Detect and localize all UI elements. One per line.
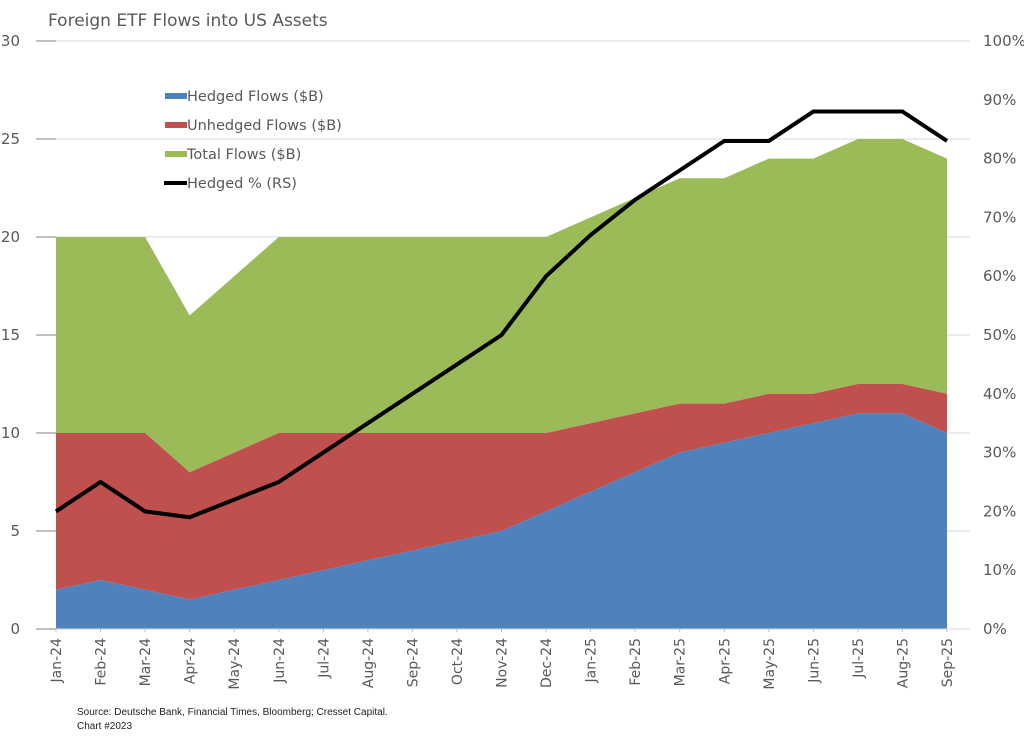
- x-tick-label: Jul-24: [316, 638, 332, 679]
- x-tick-label: Apr-25: [717, 638, 733, 684]
- legend-item-hedged: Hedged Flows ($B): [165, 89, 324, 105]
- y2-tick-label: 80%: [983, 150, 1016, 168]
- x-tick-label: Jan-25: [584, 638, 600, 683]
- chart-title: Foreign ETF Flows into US Assets: [48, 11, 328, 31]
- legend-swatch-unhedged: [165, 122, 187, 128]
- x-tick-label: Feb-24: [94, 638, 110, 686]
- x-tick-label: Aug-25: [895, 638, 911, 688]
- y2-tick-label: 20%: [983, 502, 1016, 520]
- x-tick-label: Jun-25: [806, 638, 822, 684]
- stacked-areas: [56, 139, 947, 629]
- legend: Hedged Flows ($B) Unhedged Flows ($B) To…: [164, 89, 342, 192]
- y-tick-label: 15: [1, 326, 20, 344]
- y2-tick-label: 40%: [983, 385, 1016, 403]
- y-tick-label: 30: [1, 32, 20, 50]
- x-tick-label: Jul-25: [851, 638, 867, 679]
- left-axis-ticks: 0 5 10 15 20 25 30: [1, 32, 56, 638]
- source-note: Source: Deutsche Bank, Financial Times, …: [77, 706, 388, 734]
- x-axis-ticks: Jan-24 Feb-24 Mar-24 Apr-24 May-24 Jun-24 Jul-…: [49, 629, 956, 690]
- y2-tick-label: 100%: [983, 32, 1024, 50]
- y2-tick-label: 60%: [983, 267, 1016, 285]
- area-unhedged-flows: [56, 384, 947, 600]
- right-axis-ticks: 0% 10% 20% 30% 40% 50% 60% 70% 80% 90% 100%: [983, 32, 1024, 638]
- y2-tick-label: 0%: [983, 620, 1007, 638]
- legend-label-hedged: Hedged Flows ($B): [187, 89, 324, 105]
- area-hedged-flows: [56, 413, 947, 629]
- y-tick-label: 0: [10, 620, 20, 638]
- legend-swatch-hedged: [165, 93, 187, 99]
- legend-item-hedged-pct: Hedged % (RS): [164, 176, 297, 192]
- y2-tick-label: 30%: [983, 444, 1016, 462]
- x-tick-label: Dec-24: [539, 638, 555, 688]
- y-tick-label: 25: [1, 130, 20, 148]
- y2-tick-label: 50%: [983, 326, 1016, 344]
- hedged-pct-line-layer: [54, 109, 949, 520]
- source-line: Source: Deutsche Bank, Financial Times, …: [77, 707, 388, 718]
- y-tick-label: 20: [1, 228, 20, 246]
- x-tick-label: Mar-24: [138, 638, 154, 686]
- x-tick-label: Mar-25: [673, 638, 689, 686]
- y2-tick-label: 70%: [983, 208, 1016, 226]
- x-tick-label: Oct-24: [450, 638, 466, 685]
- x-tick-label: Apr-24: [183, 638, 199, 684]
- legend-label-total: Total Flows ($B): [186, 147, 301, 163]
- legend-item-unhedged: Unhedged Flows ($B): [165, 118, 342, 134]
- legend-swatch-total: [165, 151, 187, 157]
- x-tick-label: Jan-24: [49, 638, 65, 684]
- legend-label-unhedged: Unhedged Flows ($B): [187, 118, 342, 134]
- x-tick-label: May-24: [227, 638, 243, 690]
- y-tick-label: 10: [1, 424, 20, 442]
- y2-tick-label: 10%: [983, 561, 1016, 579]
- x-tick-label: Aug-24: [361, 638, 377, 688]
- y2-tick-label: 90%: [983, 91, 1016, 109]
- chart-number: Chart #2023: [77, 721, 133, 732]
- x-tick-label: Sep-24: [405, 638, 421, 687]
- hedged-pct-line: [54, 109, 949, 520]
- x-tick-label: May-25: [762, 638, 778, 690]
- legend-item-total: Total Flows ($B): [165, 147, 301, 163]
- legend-label-hedged-pct: Hedged % (RS): [187, 176, 297, 192]
- x-tick-label: Nov-24: [495, 638, 511, 688]
- y-tick-label: 5: [10, 522, 20, 540]
- x-tick-label: Jun-24: [272, 638, 288, 684]
- area-total-flows: [56, 139, 947, 473]
- x-tick-label: Sep-25: [940, 638, 956, 687]
- x-tick-label: Feb-25: [628, 638, 644, 686]
